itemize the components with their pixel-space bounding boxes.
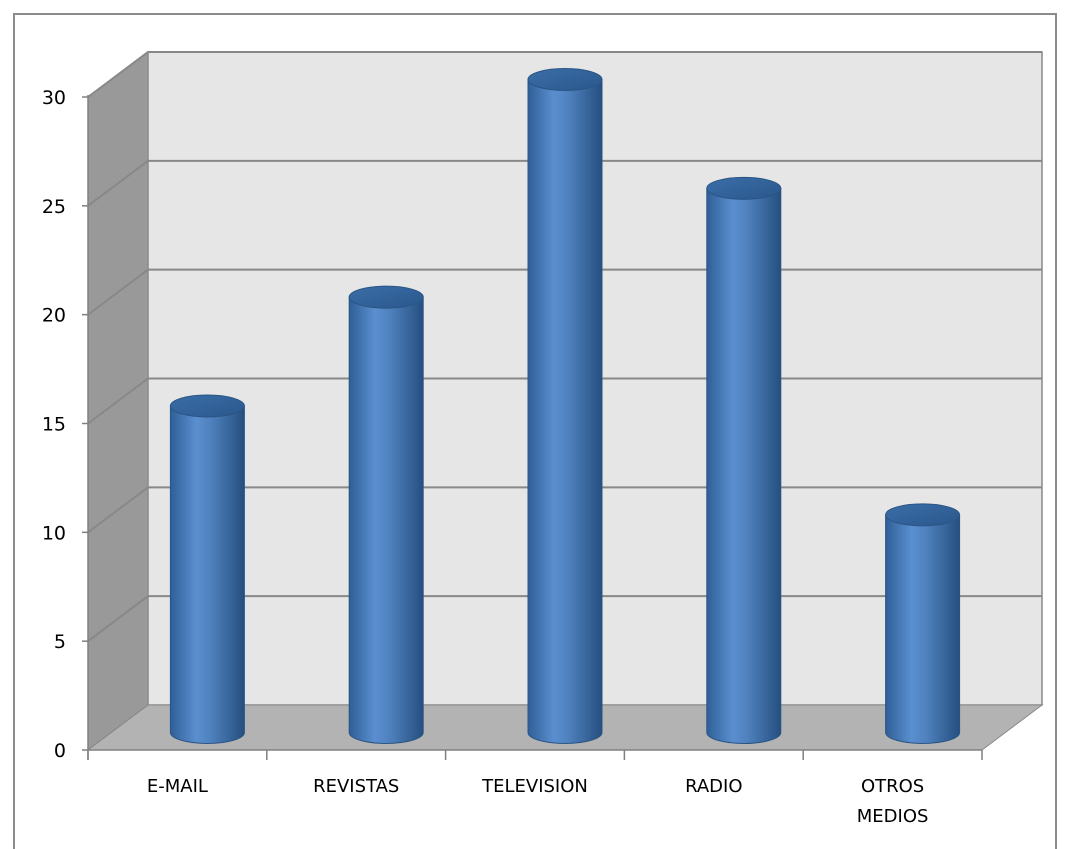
bar-body xyxy=(527,79,603,744)
bar-cap xyxy=(169,394,245,418)
bar xyxy=(348,285,424,744)
bar-cap xyxy=(527,68,603,91)
x-category-label: OTROS MEDIOS xyxy=(857,776,929,827)
y-axis-tick-labels: 0 5 10 15 20 25 30 xyxy=(42,87,66,762)
bar xyxy=(706,176,782,744)
x-category-label: REVISTAS xyxy=(313,776,399,797)
gridline xyxy=(87,159,1042,207)
bar-body xyxy=(169,405,245,744)
x-category-label: E-MAIL xyxy=(147,776,208,797)
gridline xyxy=(87,51,1042,98)
x-category-label-line: REVISTAS xyxy=(313,776,399,797)
y-tick-label: 10 xyxy=(42,522,66,544)
y-tick-label: 15 xyxy=(42,414,66,436)
bar xyxy=(527,68,603,744)
x-category-label-line: MEDIOS xyxy=(857,806,929,827)
bar-cap xyxy=(348,285,424,309)
x-category-label: RADIO xyxy=(685,776,742,797)
y-tick-label: 30 xyxy=(42,87,66,109)
x-category-label-line: E-MAIL xyxy=(147,776,208,797)
bar-cap xyxy=(885,503,961,527)
bar xyxy=(885,503,961,744)
bar-body xyxy=(348,296,424,744)
x-category-label-line: TELEVISION xyxy=(481,776,588,797)
bar xyxy=(169,394,245,744)
bar-cap xyxy=(706,176,782,200)
x-category-label-line: OTROS xyxy=(861,776,924,797)
bar-body xyxy=(885,514,961,744)
x-axis-category-labels: E-MAIL REVISTAS TELEVISION RADIO OTROS MEDIOS xyxy=(147,776,929,827)
y-tick-label: 5 xyxy=(54,631,66,653)
bars xyxy=(169,68,961,744)
y-tick-label: 0 xyxy=(54,740,66,762)
y-tick-label: 25 xyxy=(42,196,66,218)
x-category-label-line: RADIO xyxy=(685,776,742,797)
axes xyxy=(82,95,983,760)
x-category-label: TELEVISION xyxy=(481,776,588,797)
y-tick-label: 20 xyxy=(42,305,66,327)
bar-body xyxy=(706,187,782,744)
